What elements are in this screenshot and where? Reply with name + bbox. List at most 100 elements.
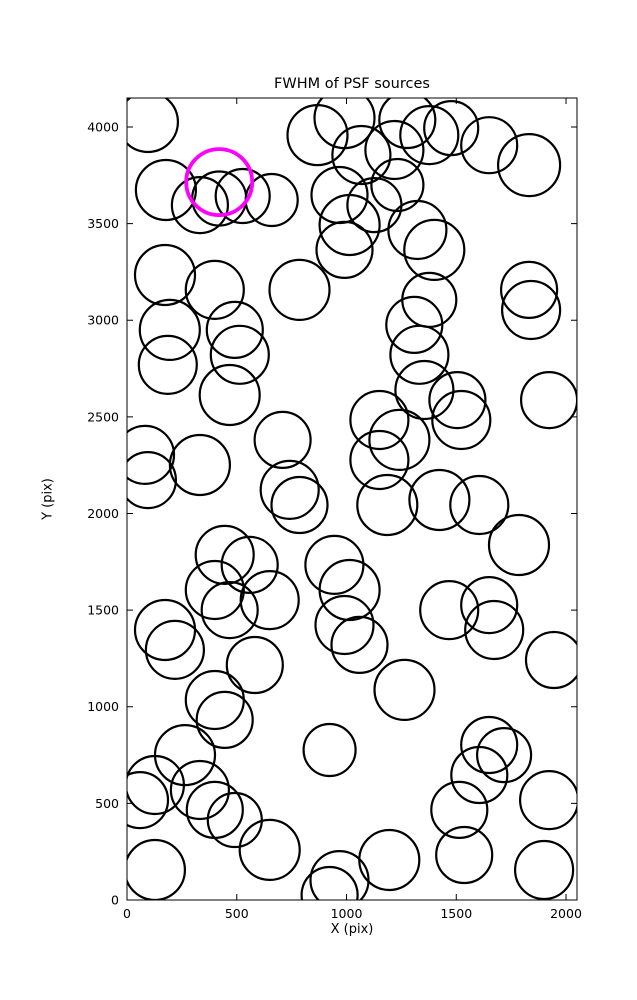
psf-circle (153, 723, 217, 787)
psf-circle (239, 569, 300, 631)
psf-circle (127, 98, 179, 154)
x-tick-label: 2000 (550, 906, 582, 921)
y-tick-label: 2500 (87, 409, 119, 424)
psf-circle (209, 324, 270, 385)
psf-circle (524, 630, 577, 690)
psf-circle (185, 780, 244, 840)
psf-circle (127, 754, 185, 816)
psf-circle (133, 598, 197, 662)
psf-circle (349, 429, 410, 491)
y-tick-label: 3500 (87, 216, 119, 231)
x-tick-label: 1000 (331, 906, 363, 921)
y-axis-label: Y (pix) (40, 478, 56, 520)
psf-circle (169, 759, 230, 821)
psf-circle (378, 98, 437, 150)
psf-circle (318, 558, 381, 622)
psf-circle (499, 260, 559, 319)
psf-circle (302, 722, 357, 778)
highlighted-psf-circle (184, 147, 255, 218)
psf-circle (460, 715, 519, 775)
psf-circle (487, 513, 551, 577)
psf-circle (519, 770, 577, 831)
psf-circle (286, 104, 349, 167)
psf-circle (304, 534, 365, 596)
psf-circle (408, 468, 471, 532)
psf-circle (253, 410, 312, 469)
psf-circle (449, 474, 510, 536)
psf-circle (428, 371, 487, 430)
psf-circle (206, 791, 263, 849)
psf-circle (450, 745, 509, 805)
psf-circle (259, 459, 320, 520)
psf-circle (520, 371, 577, 430)
psf-circle (127, 451, 177, 510)
psf-circle (385, 295, 444, 354)
psf-circle (138, 298, 201, 361)
psf-circle (137, 334, 198, 395)
psf-circle (313, 98, 376, 150)
psf-circle (270, 475, 329, 535)
psf-circle (315, 220, 374, 279)
psf-circle (225, 635, 284, 695)
psf-circle (220, 535, 279, 595)
psf-circle (268, 258, 331, 321)
y-tick-label: 1500 (87, 603, 119, 618)
psf-circle (318, 193, 381, 257)
psf-circle (184, 559, 245, 621)
psf-circle (430, 780, 489, 840)
psf-circle (191, 170, 248, 227)
y-tick-label: 2000 (87, 506, 119, 521)
psf-circle (373, 658, 436, 722)
psf-circle (194, 524, 255, 586)
y-tick-label: 1000 (87, 699, 119, 714)
x-axis-label: X (pix) (330, 922, 374, 937)
y-tick-label: 3000 (87, 313, 119, 328)
psf-circle (330, 615, 389, 675)
psf-circle (356, 473, 419, 537)
psf-circle (394, 359, 455, 421)
psf-circle (133, 243, 197, 307)
psf-circle (364, 119, 425, 181)
psf-circle (435, 825, 494, 885)
plot-title: FWHM of PSF sources (274, 76, 430, 92)
psf-circle (349, 389, 410, 451)
psf-circle (127, 771, 170, 830)
psf-circle (300, 865, 359, 900)
psf-circle (358, 828, 421, 892)
psf-circle (368, 408, 431, 471)
y-tick-label: 4000 (87, 119, 119, 134)
psf-circle (168, 433, 231, 497)
psf-circle (476, 726, 533, 784)
x-tick-label: 1500 (440, 906, 472, 921)
psf-circle (423, 100, 480, 157)
y-tick-label: 500 (95, 796, 119, 811)
psf-circle (500, 279, 562, 341)
psf-circle (314, 594, 375, 656)
psf-circle (184, 669, 245, 731)
x-tick-label: 0 (123, 906, 131, 921)
psf-circle (460, 116, 519, 175)
psf-circle (144, 619, 205, 681)
psf-circle (238, 818, 301, 882)
psf-circle (200, 580, 259, 640)
psf-circle (195, 690, 254, 750)
psf-circle (403, 218, 466, 281)
psf-circle (387, 199, 448, 261)
y-tick-label: 0 (111, 893, 119, 908)
psf-circle (205, 300, 264, 359)
psf-circle (514, 839, 575, 900)
psf-circle (401, 271, 458, 328)
psf-circle (214, 167, 271, 225)
psf-circle (496, 133, 562, 198)
psf-circle (460, 575, 519, 635)
x-tick-label: 500 (225, 906, 249, 921)
psf-circle (419, 579, 480, 641)
axes-spines (126, 97, 578, 901)
psf-circle (184, 259, 245, 320)
psf-circle (331, 124, 392, 186)
psf-circle (127, 838, 186, 900)
psf-circle (431, 389, 492, 451)
psf-circle (134, 158, 197, 222)
